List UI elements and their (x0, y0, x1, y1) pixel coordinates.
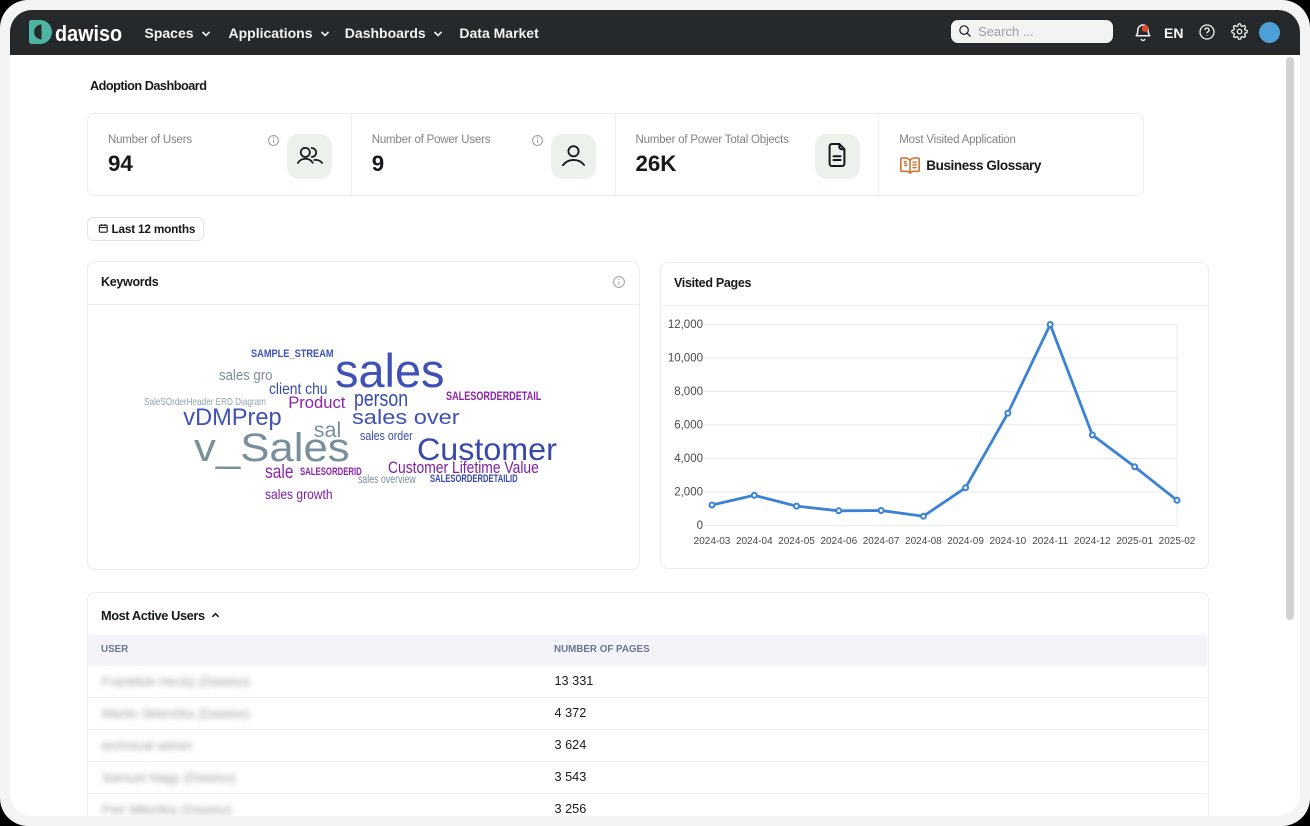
svg-text:2024-08: 2024-08 (905, 536, 942, 547)
svg-text:2024-11: 2024-11 (1032, 536, 1068, 547)
svg-text:2025-01: 2025-01 (1116, 536, 1153, 547)
svg-text:2024-07: 2024-07 (863, 536, 900, 547)
svg-text:8,000: 8,000 (674, 386, 703, 398)
svg-text:2024-10: 2024-10 (990, 536, 1027, 547)
svg-text:10,000: 10,000 (668, 353, 703, 365)
svg-text:6,000: 6,000 (674, 420, 703, 432)
svg-text:2024-04: 2024-04 (736, 536, 773, 547)
svg-text:2025-02: 2025-02 (1159, 536, 1196, 547)
svg-text:2,000: 2,000 (674, 487, 703, 499)
svg-text:12,000: 12,000 (668, 319, 703, 331)
svg-text:2024-03: 2024-03 (694, 536, 731, 547)
svg-text:2024-09: 2024-09 (947, 536, 984, 547)
svg-text:2024-06: 2024-06 (820, 536, 857, 547)
svg-text:4,000: 4,000 (674, 453, 703, 465)
svg-text:2024-05: 2024-05 (778, 536, 815, 547)
svg-text:0: 0 (697, 520, 703, 532)
svg-text:2024-12: 2024-12 (1074, 536, 1111, 547)
